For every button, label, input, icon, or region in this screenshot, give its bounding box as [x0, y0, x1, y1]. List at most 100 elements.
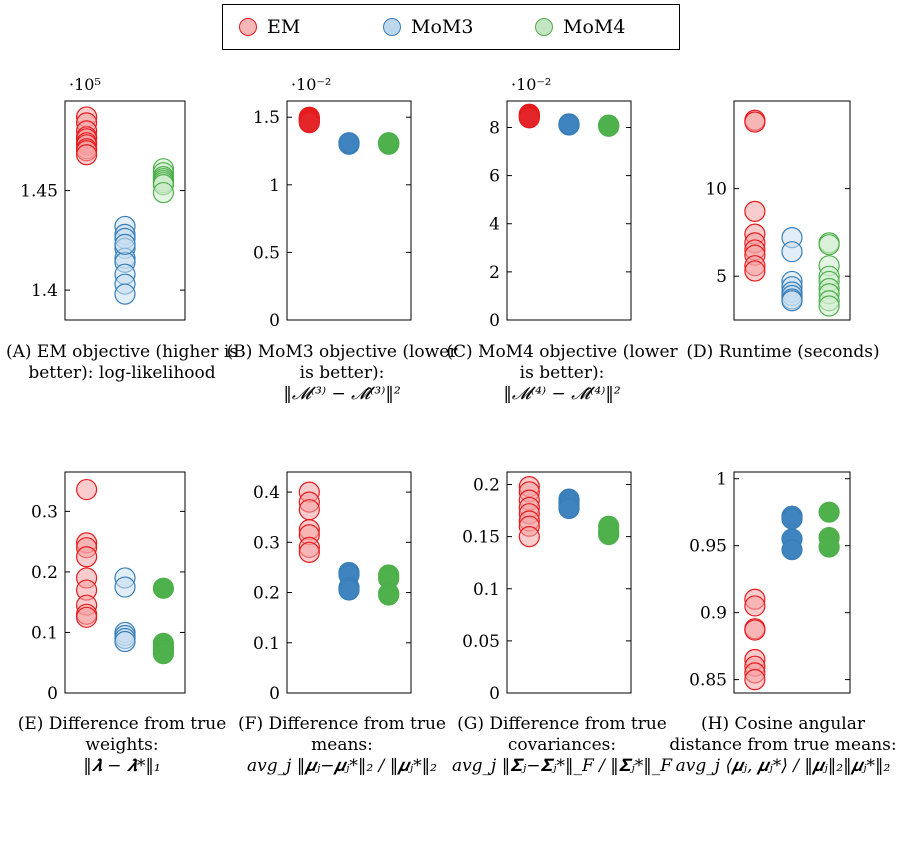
y-tick-label: 0 — [489, 684, 500, 704]
caption-text: Difference from true weights: — [48, 714, 227, 755]
point-mom3 — [114, 630, 136, 653]
caption-text: Cosine angular distance from true means: — [669, 714, 897, 755]
axis-scale-label: ·10⁻² — [291, 75, 332, 94]
caption-formula: ‖𝓜⁽⁴⁾ − 𝓜̂⁽⁴⁾‖² — [503, 384, 621, 404]
caption-text: MoM3 objective (lower is better): — [257, 342, 458, 383]
legend-item-em: EM — [239, 5, 300, 49]
caption-text: Difference from true means: — [268, 714, 446, 755]
caption-letter: (F) — [238, 714, 269, 734]
panel-caption: (G) Difference from true covariances: avg… — [445, 714, 679, 777]
point-mom3 — [114, 576, 136, 598]
caption-text: EM objective (higher is better): log-lik… — [28, 342, 239, 383]
caption-formula: avg_j ‖𝝁ⱼ−𝝁ⱼ*‖₂ / ‖𝝁ⱼ*‖₂ — [247, 756, 437, 776]
point-em — [744, 260, 766, 282]
caption-letter: (B) — [226, 342, 258, 362]
panel-caption: (F) Difference from true means: avg_j ‖𝝁ⱼ… — [225, 714, 459, 777]
point-mom3 — [558, 497, 580, 520]
point-em — [75, 144, 98, 166]
plot-frame — [733, 100, 851, 321]
point-mom4 — [152, 181, 174, 204]
axis-scale-label: ·10⁵ — [69, 75, 101, 94]
point-mom3 — [781, 290, 803, 312]
legend-label: MoM3 — [411, 16, 474, 38]
caption-text: Difference from true covariances: — [489, 714, 667, 755]
y-tick-label: 0.2 — [473, 476, 500, 496]
caption-formula: ‖𝝀 − 𝝀*‖₁ — [83, 756, 161, 776]
legend: EM MoM3 MoM4 — [222, 4, 680, 50]
y-tick-label: 0.3 — [31, 502, 58, 522]
caption-letter: (G) — [457, 714, 490, 734]
point-em — [75, 606, 98, 628]
y-tick-label: 4 — [489, 215, 500, 235]
panel-caption: (A) EM objective (higher is better): log… — [5, 342, 239, 384]
point-em — [744, 619, 766, 641]
y-tick-label: 0.05 — [462, 632, 500, 652]
point-mom4 — [818, 234, 840, 256]
plot-frame — [286, 471, 412, 694]
y-tick-label: 0 — [489, 311, 500, 331]
caption-formula: ‖𝓜⁽³⁾ − 𝓜̂⁽³⁾‖² — [283, 384, 401, 404]
point-mom4 — [152, 643, 174, 665]
point-em — [744, 200, 766, 222]
point-mom3 — [338, 132, 360, 154]
y-tick-label: 0.5 — [253, 243, 280, 263]
y-tick-label: 0.2 — [253, 584, 280, 604]
point-mom4 — [818, 295, 840, 317]
caption-letter: (E) — [17, 714, 49, 734]
point-mom4 — [598, 114, 620, 137]
y-tick-label: 0.1 — [253, 634, 280, 654]
axis-scale-label: ·10⁻² — [511, 75, 552, 94]
y-tick-label: 0 — [47, 684, 58, 704]
point-em — [75, 546, 98, 568]
plot-frame — [506, 100, 632, 321]
y-tick-label: 6 — [489, 167, 500, 187]
y-tick-label: 0.95 — [689, 537, 727, 557]
y-tick-label: 2 — [489, 263, 500, 283]
plot-frame — [64, 471, 186, 694]
legend-label: MoM4 — [563, 16, 626, 38]
plot-frame — [733, 471, 851, 694]
point-mom3 — [781, 539, 803, 561]
panel-caption: (B) MoM3 objective (lower is better): ‖𝓜⁽… — [225, 342, 459, 405]
point-em — [298, 541, 320, 563]
point-mom4 — [152, 577, 174, 599]
y-tick-label: 10 — [705, 180, 727, 200]
point-mom4 — [378, 132, 400, 154]
caption-letter: (A) — [5, 342, 37, 362]
point-mom4 — [818, 536, 840, 558]
caption-formula: avg_j ‖𝚺ⱼ−𝚺ⱼ*‖_F / ‖𝚺ⱼ*‖_F — [451, 756, 673, 776]
legend-item-mom4: MoM4 — [535, 5, 625, 49]
y-tick-label: 0.9 — [700, 604, 727, 624]
point-mom3 — [114, 233, 136, 255]
caption-formula: avg_j ⟨𝝁ⱼ, 𝝁ⱼ*⟩ / ‖𝝁ⱼ‖₂‖𝝁ⱼ*‖₂ — [675, 756, 891, 776]
y-tick-label: 1 — [269, 176, 280, 196]
point-em — [298, 112, 320, 134]
y-tick-label: 0.85 — [689, 671, 727, 691]
y-tick-label: 1.45 — [20, 182, 58, 202]
panel-caption: (E) Difference from true weights: ‖𝝀 − 𝝀*… — [5, 714, 239, 777]
point-mom3 — [781, 508, 803, 530]
y-tick-label: 8 — [489, 118, 500, 138]
legend-marker — [239, 18, 257, 36]
point-mom3 — [338, 579, 360, 601]
caption-letter: (H) — [701, 714, 735, 734]
point-mom3 — [114, 283, 136, 305]
point-mom4 — [598, 523, 620, 546]
y-tick-label: 0 — [269, 311, 280, 331]
y-tick-label: 1.4 — [31, 281, 58, 301]
point-em — [744, 595, 766, 617]
caption-text: Runtime (seconds) — [718, 342, 880, 362]
y-tick-label: 0.4 — [253, 483, 280, 503]
plot-frame — [64, 100, 186, 321]
panel-caption: (D) Runtime (seconds) — [665, 342, 901, 363]
y-tick-label: 0.1 — [473, 580, 500, 600]
plot-frame — [506, 471, 632, 694]
y-tick-label: 1 — [716, 470, 727, 490]
